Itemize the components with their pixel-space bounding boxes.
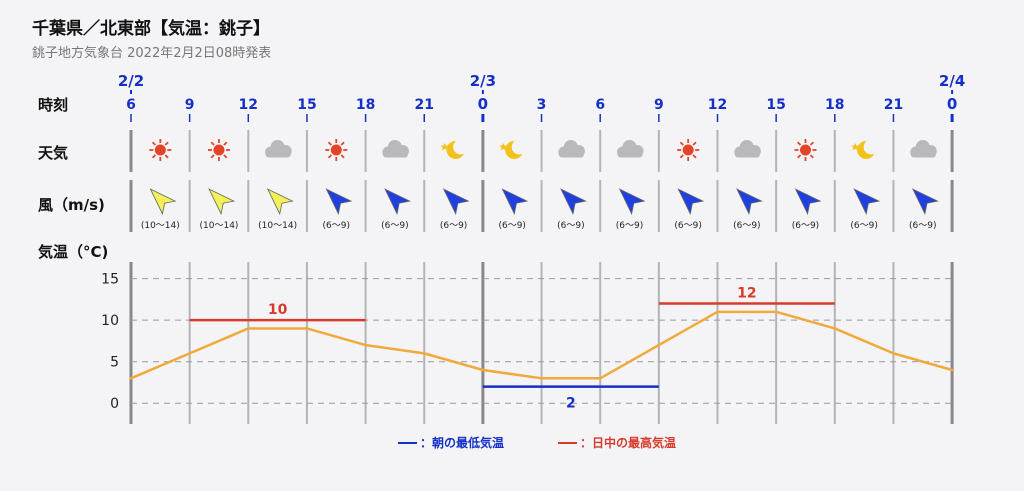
temperature-point [364, 343, 367, 347]
wind-speed-label: (6〜9) [616, 221, 643, 231]
wind-row-label: 風（m/s) [38, 196, 105, 214]
moon-icon [499, 139, 527, 159]
daytime-max-label: 12 [737, 286, 756, 302]
temperature-point [657, 343, 661, 347]
date-label: 2/2 [118, 72, 144, 90]
page-subtitle: 銚子地方気象台 2022年2月2日08時発表 [32, 46, 272, 61]
date-label: 2/4 [939, 72, 965, 90]
cloud-icon [617, 140, 644, 158]
sun-icon [149, 139, 172, 161]
page-title: 千葉県／北東部【気温：銚子】 [32, 19, 270, 39]
wind-arrow-icon [912, 188, 939, 216]
hour-label: 12 [708, 97, 727, 113]
wind-arrow-icon [853, 188, 881, 216]
hour-label: 9 [654, 97, 664, 113]
y-tick-label: 0 [110, 396, 119, 412]
hour-label: 6 [595, 97, 605, 113]
wind-speed-label: (10〜14) [258, 221, 297, 231]
temperature-point [129, 377, 133, 380]
wind-speed-label: (6〜9) [674, 221, 701, 231]
hour-label: 21 [415, 97, 434, 113]
legend-min-label: ：朝の最低気温 [420, 435, 504, 450]
wind-arrow-icon [266, 188, 294, 216]
temperature-point [188, 352, 191, 355]
wind-speed-label: (6〜9) [733, 221, 760, 231]
wind-speed-label: (6〜9) [498, 221, 525, 231]
cloud-icon [265, 140, 292, 158]
cloud-icon [382, 140, 409, 158]
daytime-max-label: 10 [268, 302, 288, 318]
legend-max-label: ：日中の最高気温 [580, 435, 676, 450]
wind-arrow-icon [208, 188, 236, 216]
moon-icon [851, 139, 879, 159]
wind-speed-label: (10〜14) [141, 221, 180, 231]
wind-speed-label: (6〜9) [557, 221, 584, 231]
wind-speed-label: (10〜14) [200, 221, 239, 231]
wind-arrow-icon [501, 188, 529, 216]
date-label: 2/3 [470, 72, 496, 90]
sun-icon [794, 139, 817, 161]
hour-label: 3 [537, 97, 547, 113]
temperature-point [305, 327, 309, 330]
wind-arrow-icon [736, 188, 763, 216]
morning-min-label: 2 [566, 396, 576, 412]
temperature-point [423, 352, 426, 355]
hour-label: 9 [185, 97, 195, 113]
hour-label: 0 [478, 95, 488, 113]
wind-arrow-icon [794, 188, 822, 216]
wind-speed-label: (6〜9) [792, 221, 819, 231]
wind-arrow-icon [560, 188, 587, 216]
temperature-point [247, 327, 250, 330]
temperature-point [774, 310, 778, 314]
wind-arrow-icon [149, 188, 177, 216]
wind-speed-label: (6〜9) [381, 221, 408, 231]
hour-label: 18 [356, 97, 375, 113]
temp-row-label: 気温（°C) [38, 243, 108, 261]
temperature-point [540, 377, 543, 380]
cloud-icon [910, 140, 937, 158]
time-row-label: 時刻 [38, 96, 68, 114]
wind-arrow-icon [384, 188, 412, 216]
hour-label: 6 [126, 97, 136, 113]
temperature-point [833, 327, 836, 330]
y-tick-label: 10 [101, 313, 119, 329]
temperature-point [481, 368, 485, 372]
temperature-point [716, 310, 719, 314]
wind-speed-label: (6〜9) [850, 221, 877, 231]
y-tick-label: 15 [101, 272, 119, 288]
hour-label: 21 [884, 97, 903, 113]
hour-label: 0 [947, 95, 957, 113]
cloud-icon [558, 140, 585, 158]
wind-arrow-icon [618, 188, 646, 216]
temperature-point [599, 377, 602, 380]
hour-label: 18 [825, 97, 844, 113]
sun-icon [677, 139, 700, 161]
temperature-point [892, 352, 895, 355]
temperature-point [950, 368, 954, 372]
hour-label: 15 [297, 97, 316, 113]
weather-row-label: 天気 [38, 144, 68, 162]
wind-speed-label: (6〜9) [909, 221, 936, 231]
y-tick-label: 5 [110, 355, 119, 371]
cloud-icon [734, 140, 761, 158]
hour-label: 15 [766, 97, 785, 113]
wind-arrow-icon [442, 188, 470, 216]
wind-arrow-icon [325, 188, 353, 216]
legend: ：朝の最低気温 ：日中の最高気温 [398, 435, 676, 450]
sun-icon [207, 139, 230, 161]
moon-icon [440, 139, 469, 159]
sun-icon [325, 139, 348, 161]
wind-arrow-icon [677, 188, 705, 216]
wind-speed-label: (6〜9) [323, 221, 350, 231]
wind-speed-label: (6〜9) [440, 221, 467, 231]
hour-label: 12 [239, 97, 258, 113]
